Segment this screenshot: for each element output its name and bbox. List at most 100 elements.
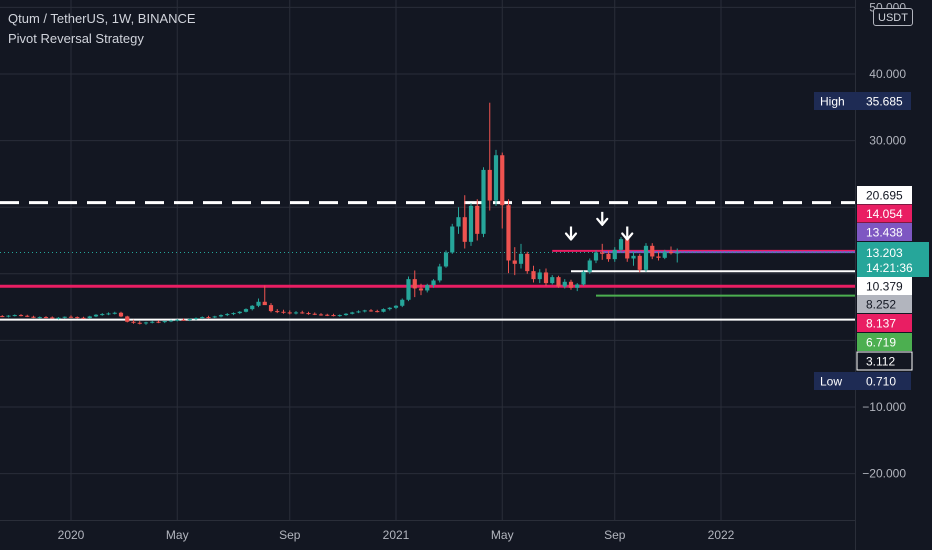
candle[interactable] bbox=[543, 268, 549, 286]
candle[interactable] bbox=[600, 243, 605, 260]
candle[interactable] bbox=[525, 251, 530, 274]
candle[interactable] bbox=[493, 149, 499, 206]
candle[interactable] bbox=[418, 283, 424, 296]
candle[interactable] bbox=[506, 199, 511, 274]
candle[interactable] bbox=[100, 313, 105, 316]
candle[interactable] bbox=[12, 314, 17, 317]
candle[interactable] bbox=[562, 279, 567, 289]
candle[interactable] bbox=[243, 308, 249, 313]
candle[interactable] bbox=[106, 312, 111, 316]
label-6719[interactable]: 6.719 bbox=[857, 333, 912, 351]
label-8252[interactable]: 8.252 bbox=[857, 295, 912, 313]
candle[interactable] bbox=[87, 315, 92, 319]
candle[interactable] bbox=[518, 243, 524, 269]
candle[interactable] bbox=[387, 307, 392, 311]
candle[interactable] bbox=[331, 313, 336, 317]
candle[interactable] bbox=[306, 311, 311, 315]
candle[interactable] bbox=[568, 279, 574, 290]
candle[interactable] bbox=[93, 314, 99, 318]
candle[interactable] bbox=[475, 199, 480, 241]
candle[interactable] bbox=[143, 321, 149, 325]
candle[interactable] bbox=[593, 250, 599, 264]
candle[interactable] bbox=[218, 314, 224, 318]
candle[interactable] bbox=[225, 313, 230, 317]
candle[interactable] bbox=[643, 243, 649, 272]
candle[interactable] bbox=[625, 237, 630, 262]
candle[interactable] bbox=[675, 248, 680, 263]
candle[interactable] bbox=[343, 313, 349, 316]
candle[interactable] bbox=[487, 102, 492, 211]
candle[interactable] bbox=[25, 314, 30, 318]
candle[interactable] bbox=[381, 308, 386, 313]
label-3112[interactable]: 3.112 bbox=[856, 351, 913, 371]
time-axis[interactable]: 2020 May Sep 2021 May Sep 2022 bbox=[58, 528, 735, 542]
candle[interactable] bbox=[168, 319, 174, 323]
candle[interactable] bbox=[587, 258, 592, 274]
candle[interactable] bbox=[375, 309, 380, 313]
candle[interactable] bbox=[631, 251, 636, 266]
candle[interactable] bbox=[68, 315, 74, 318]
label-10379[interactable]: 10.379 bbox=[857, 277, 912, 295]
candle[interactable] bbox=[450, 223, 455, 254]
candle[interactable] bbox=[637, 253, 642, 273]
candle[interactable] bbox=[200, 316, 205, 320]
candle[interactable] bbox=[362, 309, 367, 313]
label-20695[interactable]: 20.695 bbox=[857, 186, 912, 204]
candle[interactable] bbox=[312, 312, 317, 316]
candle[interactable] bbox=[531, 265, 536, 283]
candle[interactable] bbox=[500, 152, 505, 229]
candle[interactable] bbox=[431, 279, 436, 288]
candle[interactable] bbox=[43, 316, 49, 319]
candle[interactable] bbox=[512, 247, 517, 276]
candle[interactable] bbox=[275, 309, 280, 314]
candle[interactable] bbox=[162, 320, 167, 324]
candle[interactable] bbox=[350, 311, 355, 315]
candle[interactable] bbox=[575, 283, 580, 292]
candle[interactable] bbox=[50, 316, 55, 319]
candle[interactable] bbox=[250, 305, 255, 311]
strategy-title[interactable]: Pivot Reversal Strategy bbox=[8, 31, 144, 46]
candle[interactable] bbox=[537, 269, 542, 284]
label-8137[interactable]: 8.137 bbox=[857, 314, 912, 332]
candle[interactable] bbox=[18, 314, 24, 317]
candle[interactable] bbox=[468, 203, 474, 246]
candle[interactable] bbox=[131, 319, 136, 324]
candle[interactable] bbox=[125, 315, 130, 323]
candle[interactable] bbox=[56, 317, 61, 320]
candle[interactable] bbox=[156, 320, 161, 324]
candle[interactable] bbox=[287, 310, 292, 315]
candle[interactable] bbox=[256, 298, 261, 308]
candle[interactable] bbox=[612, 247, 617, 262]
candle[interactable] bbox=[400, 298, 405, 308]
candle[interactable] bbox=[118, 311, 124, 318]
candle[interactable] bbox=[37, 316, 42, 319]
candle[interactable] bbox=[6, 315, 11, 318]
candle[interactable] bbox=[325, 313, 330, 317]
candlesticks[interactable] bbox=[0, 102, 680, 325]
candle[interactable] bbox=[137, 321, 142, 325]
candle[interactable] bbox=[150, 320, 155, 324]
high-marker[interactable]: High 35.685 bbox=[814, 92, 911, 110]
candle[interactable] bbox=[318, 313, 324, 316]
candle[interactable] bbox=[193, 317, 199, 321]
candle[interactable] bbox=[300, 310, 305, 314]
label-13438[interactable]: 13.438 bbox=[857, 223, 912, 241]
candle[interactable] bbox=[62, 316, 67, 319]
candle[interactable] bbox=[581, 270, 586, 286]
candle[interactable] bbox=[206, 315, 211, 319]
candle[interactable] bbox=[437, 263, 442, 283]
candle[interactable] bbox=[650, 243, 655, 260]
candle[interactable] bbox=[618, 237, 624, 252]
candle[interactable] bbox=[393, 305, 399, 310]
candle[interactable] bbox=[237, 311, 242, 315]
candle[interactable] bbox=[81, 316, 86, 319]
candle[interactable] bbox=[281, 309, 286, 314]
candle[interactable] bbox=[425, 283, 430, 293]
candle[interactable] bbox=[31, 315, 36, 319]
currency-button[interactable]: USDT bbox=[873, 8, 913, 26]
candle[interactable] bbox=[656, 251, 661, 261]
candle[interactable] bbox=[606, 251, 611, 262]
candle[interactable] bbox=[187, 318, 192, 322]
candle[interactable] bbox=[112, 311, 117, 315]
